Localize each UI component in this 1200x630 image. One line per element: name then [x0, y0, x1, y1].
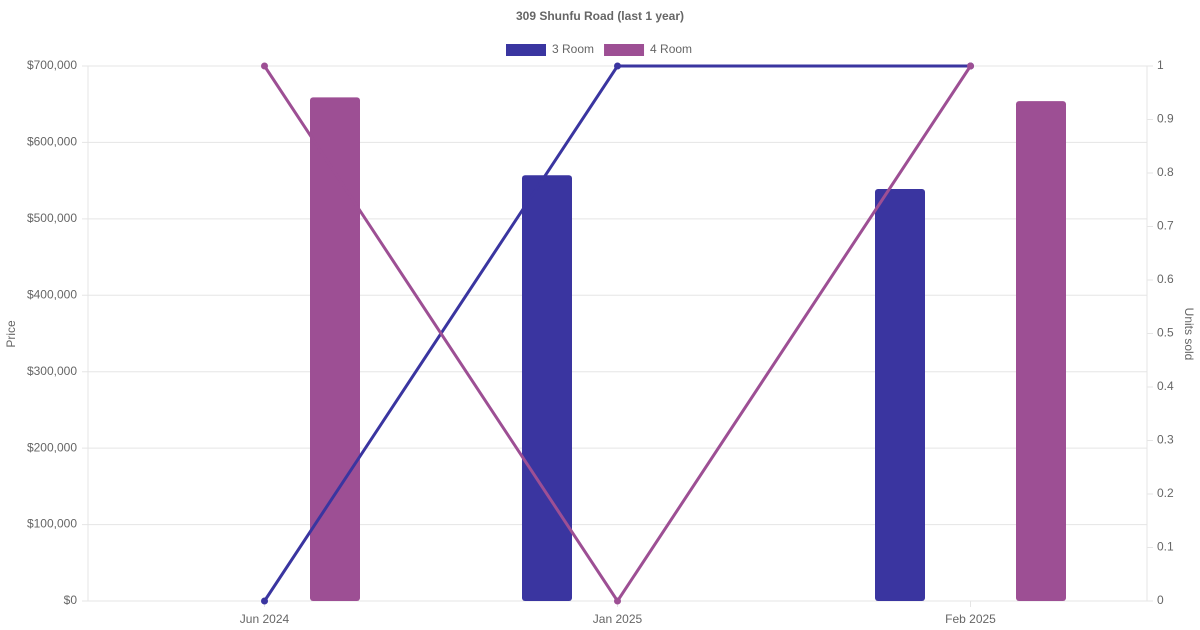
chart-title: 309 Shunfu Road (last 1 year): [516, 9, 684, 23]
y-tick-label: $200,000: [27, 440, 77, 454]
units-point: [614, 597, 621, 605]
x-tick-label: Jun 2024: [240, 612, 290, 626]
y-tick-label: $600,000: [27, 135, 77, 149]
y2-tick-label: 1: [1157, 58, 1164, 72]
y2-axis-label: Units sold: [1182, 308, 1196, 361]
y-tick-label: $100,000: [27, 517, 77, 531]
y2-tick-label: 0.1: [1157, 540, 1174, 554]
bar: [1016, 101, 1066, 602]
y2-tick-label: 0.2: [1157, 486, 1174, 500]
y-tick-label: $0: [64, 593, 78, 607]
legend-label: 4 Room: [650, 42, 692, 56]
y2-tick-label: 0: [1157, 593, 1164, 607]
bar: [875, 189, 925, 602]
y2-tick-label: 0.4: [1157, 379, 1174, 393]
bar: [522, 175, 572, 602]
y2-tick-label: 0.8: [1157, 165, 1174, 179]
units-point: [261, 597, 268, 605]
y2-tick-label: 0.9: [1157, 112, 1174, 126]
x-tick-label: Feb 2025: [945, 612, 996, 626]
legend-label: 3 Room: [552, 42, 594, 56]
units-point: [967, 62, 974, 70]
y-tick-label: $700,000: [27, 58, 77, 72]
legend-swatch: [506, 44, 546, 56]
units-line: [263, 65, 972, 604]
y-axis-label: Price: [4, 320, 18, 348]
y2-tick-label: 0.6: [1157, 272, 1174, 286]
y2-tick-label: 0.5: [1157, 326, 1174, 340]
legend-swatch: [604, 44, 645, 56]
units-line: [263, 64, 971, 602]
y2-tick-label: 0.3: [1157, 433, 1174, 447]
x-tick-label: Jan 2025: [593, 612, 643, 626]
y-tick-label: $400,000: [27, 287, 77, 301]
units-point: [614, 62, 621, 70]
units-point: [261, 62, 268, 70]
y2-tick-label: 0.7: [1157, 219, 1174, 233]
y-tick-label: $500,000: [27, 211, 77, 225]
y-tick-label: $300,000: [27, 364, 77, 378]
